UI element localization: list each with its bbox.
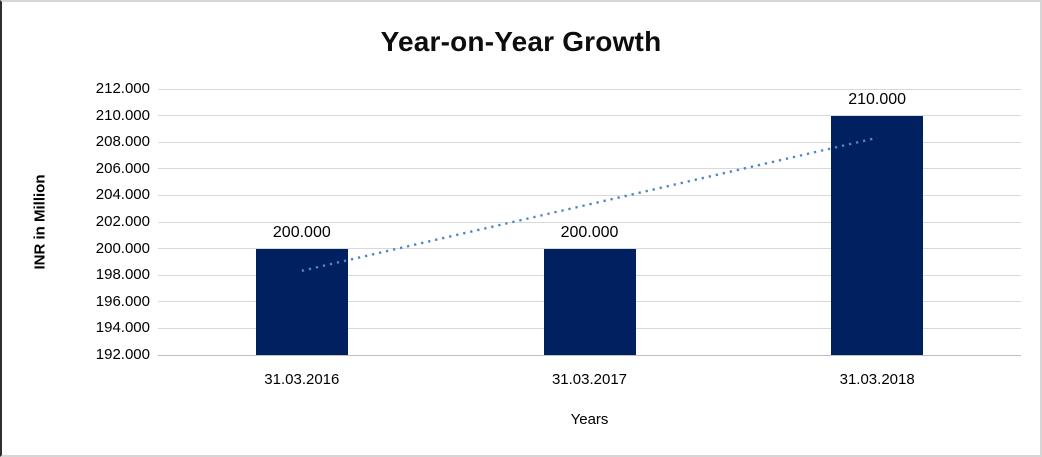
- gridline: [158, 194, 1021, 196]
- y-tick-label: 194.000: [95, 319, 150, 337]
- bar-31.03.2016: [255, 248, 348, 355]
- x-tick-label: 31.03.2018: [839, 371, 915, 388]
- trendline: [301, 136, 878, 272]
- y-tick-label: 208.000: [95, 133, 150, 151]
- y-tick-label: 212.000: [95, 80, 150, 97]
- gridline: [158, 141, 1021, 143]
- trendline-segment: [301, 136, 878, 272]
- chart-title: Year-on-Year Growth: [380, 26, 662, 57]
- bar-value-label: 210.000: [848, 90, 907, 108]
- y-tick-label: 202.000: [95, 213, 150, 230]
- y-tick-label: 196.000: [95, 292, 150, 310]
- gridline: [158, 115, 1021, 117]
- gridline: [158, 248, 1021, 250]
- x-tick-label: 31.03.2016: [264, 371, 340, 388]
- y-tick-label: 198.000: [95, 266, 150, 284]
- bar-value-label: 200.000: [272, 223, 331, 241]
- bar-value-label: 200.000: [560, 223, 619, 241]
- plot-area: [158, 88, 1021, 356]
- frame-border-accent: [2, 0, 114, 2]
- y-tick-label: 204.000: [95, 186, 150, 204]
- x-tick-label: 31.03.2017: [551, 371, 628, 388]
- bar-31.03.2018: [831, 115, 924, 355]
- y-tick-label: 200.000: [95, 239, 150, 257]
- y-tick-label: 192.000: [95, 346, 150, 363]
- x-axis-title: Years: [570, 411, 609, 428]
- y-tick-label: 206.000: [95, 159, 150, 177]
- gridline: [158, 168, 1021, 170]
- bar-31.03.2017: [543, 248, 636, 355]
- gridline: [158, 221, 1021, 223]
- x-axis-line: [158, 354, 1021, 356]
- gridline: [158, 88, 1021, 90]
- y-tick-label: 210.000: [95, 106, 150, 124]
